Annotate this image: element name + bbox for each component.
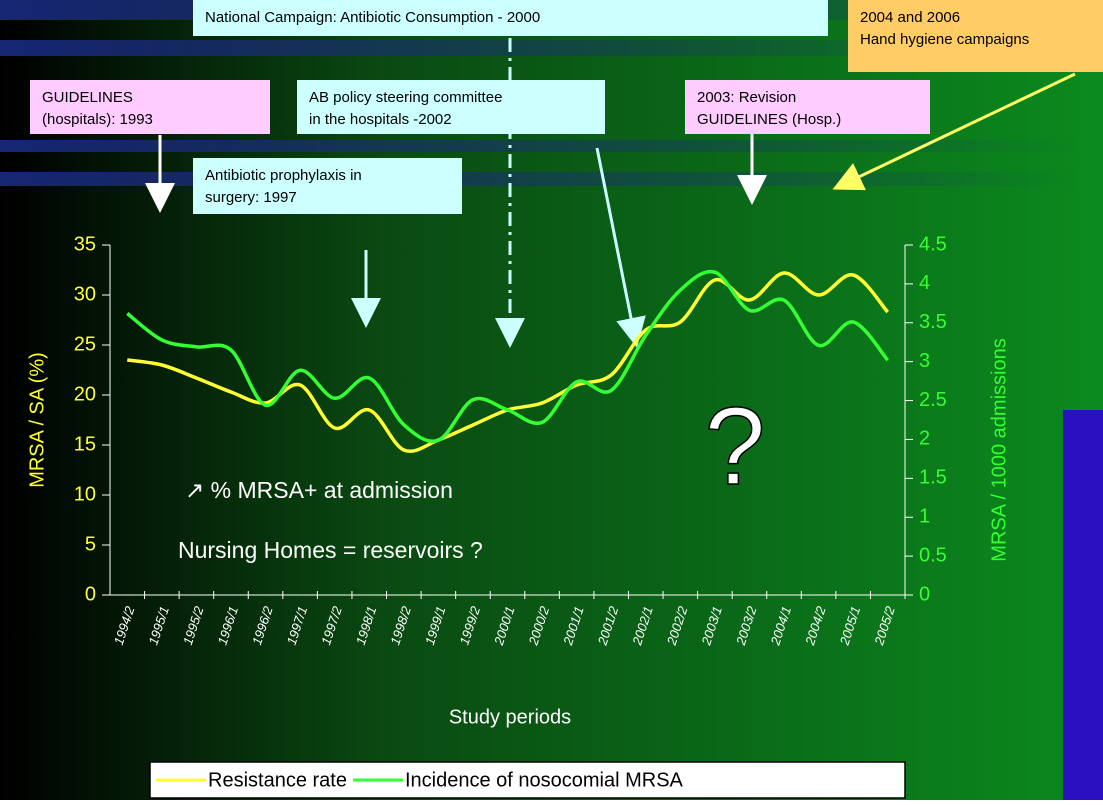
- question-mark: ?: [704, 385, 765, 508]
- annotation-text: Hand hygiene campaigns: [860, 31, 1029, 48]
- annotation-box: [193, 158, 462, 214]
- legend-label: Incidence of nosocomial MRSA: [405, 769, 684, 791]
- y-tick-label: 30: [74, 283, 96, 305]
- annotation-text: in the hospitals -2002: [309, 111, 452, 128]
- y-tick-label: 5: [85, 533, 96, 555]
- y2-tick-label: 4.5: [919, 233, 947, 255]
- annotation-text: Antibiotic prophylaxis in: [205, 167, 362, 184]
- annotation-text: surgery: 1997: [205, 189, 297, 206]
- annotation-text: 2004 and 2006: [860, 9, 960, 26]
- annotation-text: 2003: Revision: [697, 89, 796, 106]
- note: Nursing Homes = reservoirs ?: [178, 537, 483, 563]
- stripe: [0, 172, 1080, 186]
- y-tick-label: 10: [74, 483, 96, 505]
- y2-tick-label: 0.5: [919, 544, 947, 566]
- y-tick-label: 35: [74, 233, 96, 255]
- y-tick-label: 25: [74, 333, 96, 355]
- y2-tick-label: 1: [919, 506, 930, 528]
- annotation-text: GUIDELINES: [42, 89, 133, 106]
- note: ↗ % MRSA+ at admission: [185, 477, 453, 503]
- legend-box: [149, 761, 906, 799]
- x-axis-title: Study periods: [449, 706, 571, 728]
- legend-label: Resistance rate: [208, 769, 347, 791]
- annotation-text: GUIDELINES (Hosp.): [697, 111, 841, 128]
- y2-axis-title: MRSA / 1000 admissions: [988, 338, 1010, 561]
- annotation-box: [193, 0, 828, 36]
- y2-tick-label: 3.5: [919, 311, 947, 333]
- annotation-box: [30, 80, 270, 134]
- stripe: [0, 40, 1000, 56]
- arrow: [832, 72, 1076, 191]
- y2-tick-label: 4: [919, 272, 930, 294]
- annotation-box: [685, 80, 930, 134]
- y2-tick-label: 2.5: [919, 389, 947, 411]
- arrow: [595, 147, 646, 348]
- y2-tick-label: 0: [919, 583, 930, 605]
- y2-tick-label: 2: [919, 428, 930, 450]
- y-axis-title: MRSA / SA (%): [26, 352, 48, 488]
- y2-tick-label: 3: [919, 350, 930, 372]
- y-tick-label: 0: [85, 583, 96, 605]
- annotation-text: AB policy steering committee: [309, 89, 502, 106]
- y-tick-label: 15: [74, 433, 96, 455]
- side-panel: [1063, 410, 1103, 800]
- annotation-box: [297, 80, 605, 134]
- y-tick-label: 20: [74, 383, 96, 405]
- annotation-text: (hospitals): 1993: [42, 111, 153, 128]
- annotation-text: National Campaign: Antibiotic Consumptio…: [205, 9, 540, 26]
- series-line: [126, 269, 890, 443]
- stripe: [0, 140, 1080, 152]
- y2-tick-label: 1.5: [919, 467, 947, 489]
- annotation-box: [848, 0, 1103, 72]
